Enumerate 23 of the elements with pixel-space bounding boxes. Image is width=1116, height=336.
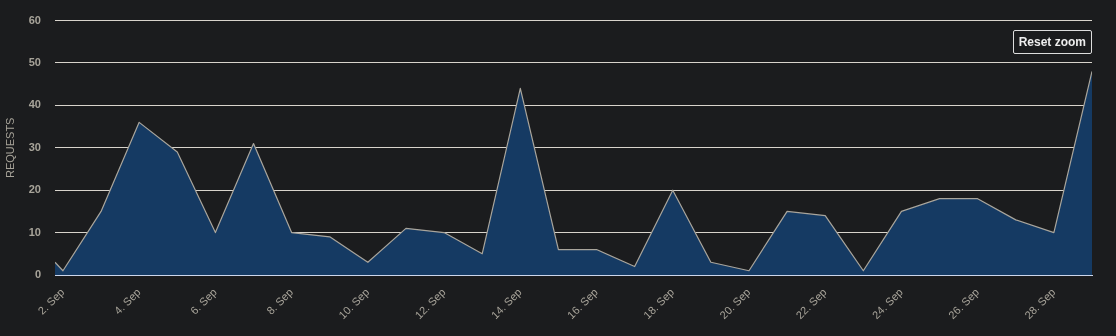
x-tick-label: 12. Sep — [412, 285, 448, 322]
x-tick-label: 26. Sep — [945, 285, 982, 322]
x-tick-label: 20. Sep — [717, 285, 753, 322]
x-tick-label: 22. Sep — [793, 285, 829, 322]
y-axis-title: REQUESTS — [3, 117, 16, 179]
y-tick-label: 40 — [28, 98, 41, 111]
y-tick-label: 60 — [28, 13, 41, 26]
y-tick-label: 10 — [28, 225, 41, 238]
x-tick-label: 6. Sep — [187, 285, 219, 317]
y-tick-label: 0 — [34, 268, 41, 281]
x-tick-label: 16. Sep — [564, 285, 601, 322]
x-tick-label: 8. Sep — [264, 285, 296, 317]
reset-zoom-button: Reset zoom — [1012, 30, 1092, 54]
x-tick-label: 4. Sep — [111, 285, 143, 317]
y-tick-label: 50 — [28, 56, 41, 69]
x-tick-label: 28. Sep — [1022, 285, 1058, 322]
x-tick-label: 24. Sep — [869, 285, 905, 322]
x-tick-label: 14. Sep — [488, 285, 524, 322]
y-tick-label: 30 — [28, 140, 41, 153]
x-tick-label: 18. Sep — [641, 285, 677, 322]
x-tick-label: 2. Sep — [35, 285, 67, 317]
y-tick-label: 20 — [28, 183, 41, 196]
x-tick-label: 10. Sep — [336, 285, 372, 322]
